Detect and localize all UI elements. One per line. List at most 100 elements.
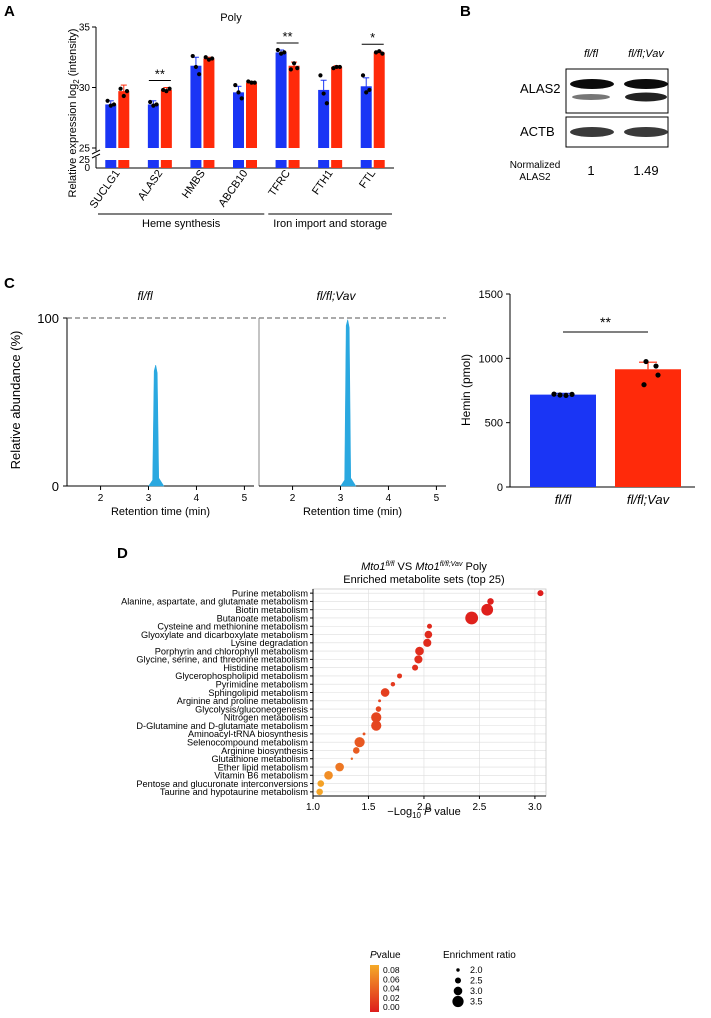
chart-a-point [118,86,123,91]
chart-d-pathway-label: Glycerophospholipid metabolism [175,671,308,681]
chart-d-pathway-label: Pyrimidine metabolism [216,680,309,690]
panel-label-c: C [4,275,15,292]
chart-a-point [252,80,257,85]
chart-a-point [364,90,369,95]
legend-p-colorbar [370,965,379,1012]
blot-box-alas2 [565,68,669,114]
hemin-ylabel: Hemin (pmol) [459,354,473,426]
chart-d-point [371,720,382,731]
legend-p-tick-label: 0.02 [383,993,400,1003]
chart-a-point [197,72,202,77]
band-label-alas2: ALAS2 [520,81,560,96]
chart-a-category-label: SUCLG1 [88,168,123,211]
chart-d-point [378,699,382,703]
chart-d-point [371,712,382,723]
chart-d-xlabel-p: P [424,806,432,818]
western-blot: fl/fl fl/fl;Vav ALAS2 ACTB Normalized AL… [510,48,669,183]
chart-d-title-line1: Mto1fl/fl VS Mto1fl/fl;Vav Poly [361,561,487,573]
legend-p-title-main: value [377,950,401,961]
chart-a-point [278,51,284,56]
chart-d-point [481,603,494,616]
chart-a-bar-lower [246,160,257,168]
chart-a-group-label: Heme synthesis [142,218,221,230]
hemin-ytick-label: 0 [497,482,503,494]
chart-d-pathway-label: Aminoacyl-tRNA biosynthesis [188,729,308,739]
chart-d-point [362,732,366,736]
chart-a-point [148,99,153,105]
legend-size-label: 3.0 [470,986,483,996]
chart-c-hemin: 0 500 1000 1500 fl/fl fl/fl;Vav ** [479,289,695,507]
chart-d-point [487,598,494,605]
chart-d-pathway-label: Ether lipid metabolism [218,762,309,772]
chart-a-bar-lower [118,160,130,168]
chart-d-pathway-label: Alanine, aspartate, and glutamate metabo… [121,597,308,607]
actb-band-flfl-vav [624,127,668,137]
chart-a-title: Poly [220,12,242,24]
chart-d-title-line2: Enriched metabolite sets (top 25) [343,574,504,586]
chart-d-title-poly: Poly [462,561,487,573]
chart-d-title-vs: VS [394,561,415,573]
chart-a-bar-lower [105,160,117,168]
chart-d-point [352,747,360,754]
chart-d-pathway-label: Glycolysis/gluconeogenesis [195,704,308,714]
chart-a-axis-break-mark [91,153,101,159]
chart-d-xtick-label: 2.5 [472,802,486,813]
normalized-value-flfl: 1 [587,163,594,178]
chart-d-pathway-label: D-Glutamine and D-glutamate metabolism [136,721,308,731]
chart-a-point [190,53,195,59]
chart-d-xlabel: −Log10 P value [387,806,460,820]
hemin-ytick-label: 1000 [479,353,503,365]
chart-a-sig-label: * [370,30,375,45]
chart-a-point [161,87,166,93]
alas2-lower-band-flfl-vav [625,92,667,102]
chart-a-point [321,91,326,96]
chart-d-point [465,611,479,625]
legend-size-items: 2.02.53.03.5 [452,965,483,1008]
chart-a-point [275,47,280,53]
chart-a-sig-label: ** [283,29,293,44]
chart-a-point [331,66,336,71]
chart-d-point [350,757,354,760]
chart-d-title-gene2: Mto1 [415,561,439,573]
legend-size-label: 3.5 [470,997,483,1007]
normalized-label-line2: ALAS2 [519,172,551,183]
chart-d-point [537,590,544,597]
chart-a-point [295,66,300,71]
chart-d-pathway-label: Arginine and proline metabolism [177,696,309,706]
lane-label-flfl: fl/fl [584,48,599,60]
legend-size-circle [456,968,460,972]
chart-d-pathway-label: Biotin metabolism [235,605,308,615]
chart-a-bar [275,52,287,148]
chart-a-bar-lower [147,160,159,168]
chart-a-point [360,73,366,78]
chart-d-pathway-label: Selenocompound metabolism [187,737,308,747]
chrom-ylabel: Relative abundance (%) [8,331,23,470]
hemin-ytick-label: 1500 [479,289,503,301]
chart-d-point [397,673,403,679]
chart-a-point [124,89,130,94]
hemin-category-label: fl/fl;Vav [627,492,671,507]
chart-a-sig-label: ** [155,67,165,82]
chart-a-bar [105,104,117,148]
chart-a-point [236,90,241,95]
hemin-point [563,392,569,398]
chart-d-xtick-label: 1.0 [306,802,320,813]
chart-a-category-label: ABCB10 [216,168,250,209]
chart-a-bar-lower [318,160,330,168]
chart-a-point [151,103,156,108]
chrom-xtick-label: 4 [194,493,200,504]
chart-a-bar-lower [160,160,172,168]
legend-size-title: Enrichment ratio [443,950,516,961]
chart-d-xlabel-sub: 10 [412,811,421,820]
chart-a-point [239,96,244,101]
hemin-category-label: fl/fl [555,492,573,507]
chart-a-bar-lower [331,160,343,168]
chart-c-chromatogram: 100 0 2 3 4 5 Retention time (min) 2 3 4 5 Retentio… [37,311,446,518]
chart-d-xlabel-main: −Log [387,806,412,818]
legend-size-label: 2.0 [470,965,483,975]
chart-a-bar [288,65,300,148]
chart-a-bar-lower [275,160,287,168]
chart-d-point [412,664,419,671]
chart-a-point [193,64,199,70]
